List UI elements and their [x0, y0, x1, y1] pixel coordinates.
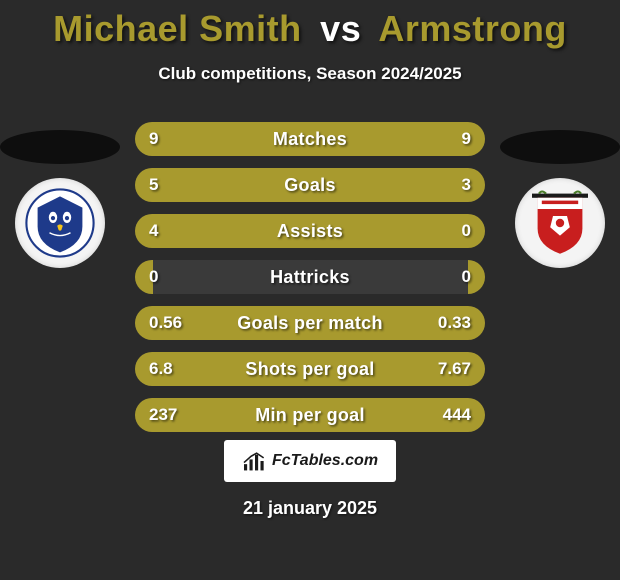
stat-row: 6.87.67Shots per goal — [135, 352, 485, 386]
player2-club-crest — [515, 178, 605, 268]
stat-rows: 99Matches 53Goals 40Assists 00Hattricks 0.56… — [135, 122, 485, 444]
branding-text: FcTables.com — [272, 452, 378, 470]
stat-row: 40Assists — [135, 214, 485, 248]
stat-label: Matches — [135, 122, 485, 156]
stat-row: 53Goals — [135, 168, 485, 202]
date-label: 21 january 2025 — [0, 498, 620, 519]
player2-name: Armstrong — [378, 8, 567, 49]
subtitle: Club competitions, Season 2024/2025 — [0, 64, 620, 84]
stat-label: Assists — [135, 214, 485, 248]
player1-club-crest — [15, 178, 105, 268]
stat-row: 0.560.33Goals per match — [135, 306, 485, 340]
stat-label: Goals per match — [135, 306, 485, 340]
stat-label: Min per goal — [135, 398, 485, 432]
branding-chart-icon — [242, 450, 268, 472]
crest-right-icon — [525, 188, 595, 258]
player1-placeholder — [0, 130, 120, 164]
player2-placeholder — [500, 130, 620, 164]
crest-left-icon — [25, 188, 95, 258]
stat-row: 99Matches — [135, 122, 485, 156]
stat-label: Goals — [135, 168, 485, 202]
stat-row: 237444Min per goal — [135, 398, 485, 432]
branding-badge: FcTables.com — [224, 440, 396, 482]
stat-label: Hattricks — [135, 260, 485, 294]
vs-text: vs — [320, 8, 361, 49]
stat-label: Shots per goal — [135, 352, 485, 386]
stat-row: 00Hattricks — [135, 260, 485, 294]
comparison-title: Michael Smith vs Armstrong — [0, 0, 620, 50]
player1-name: Michael Smith — [53, 8, 302, 49]
